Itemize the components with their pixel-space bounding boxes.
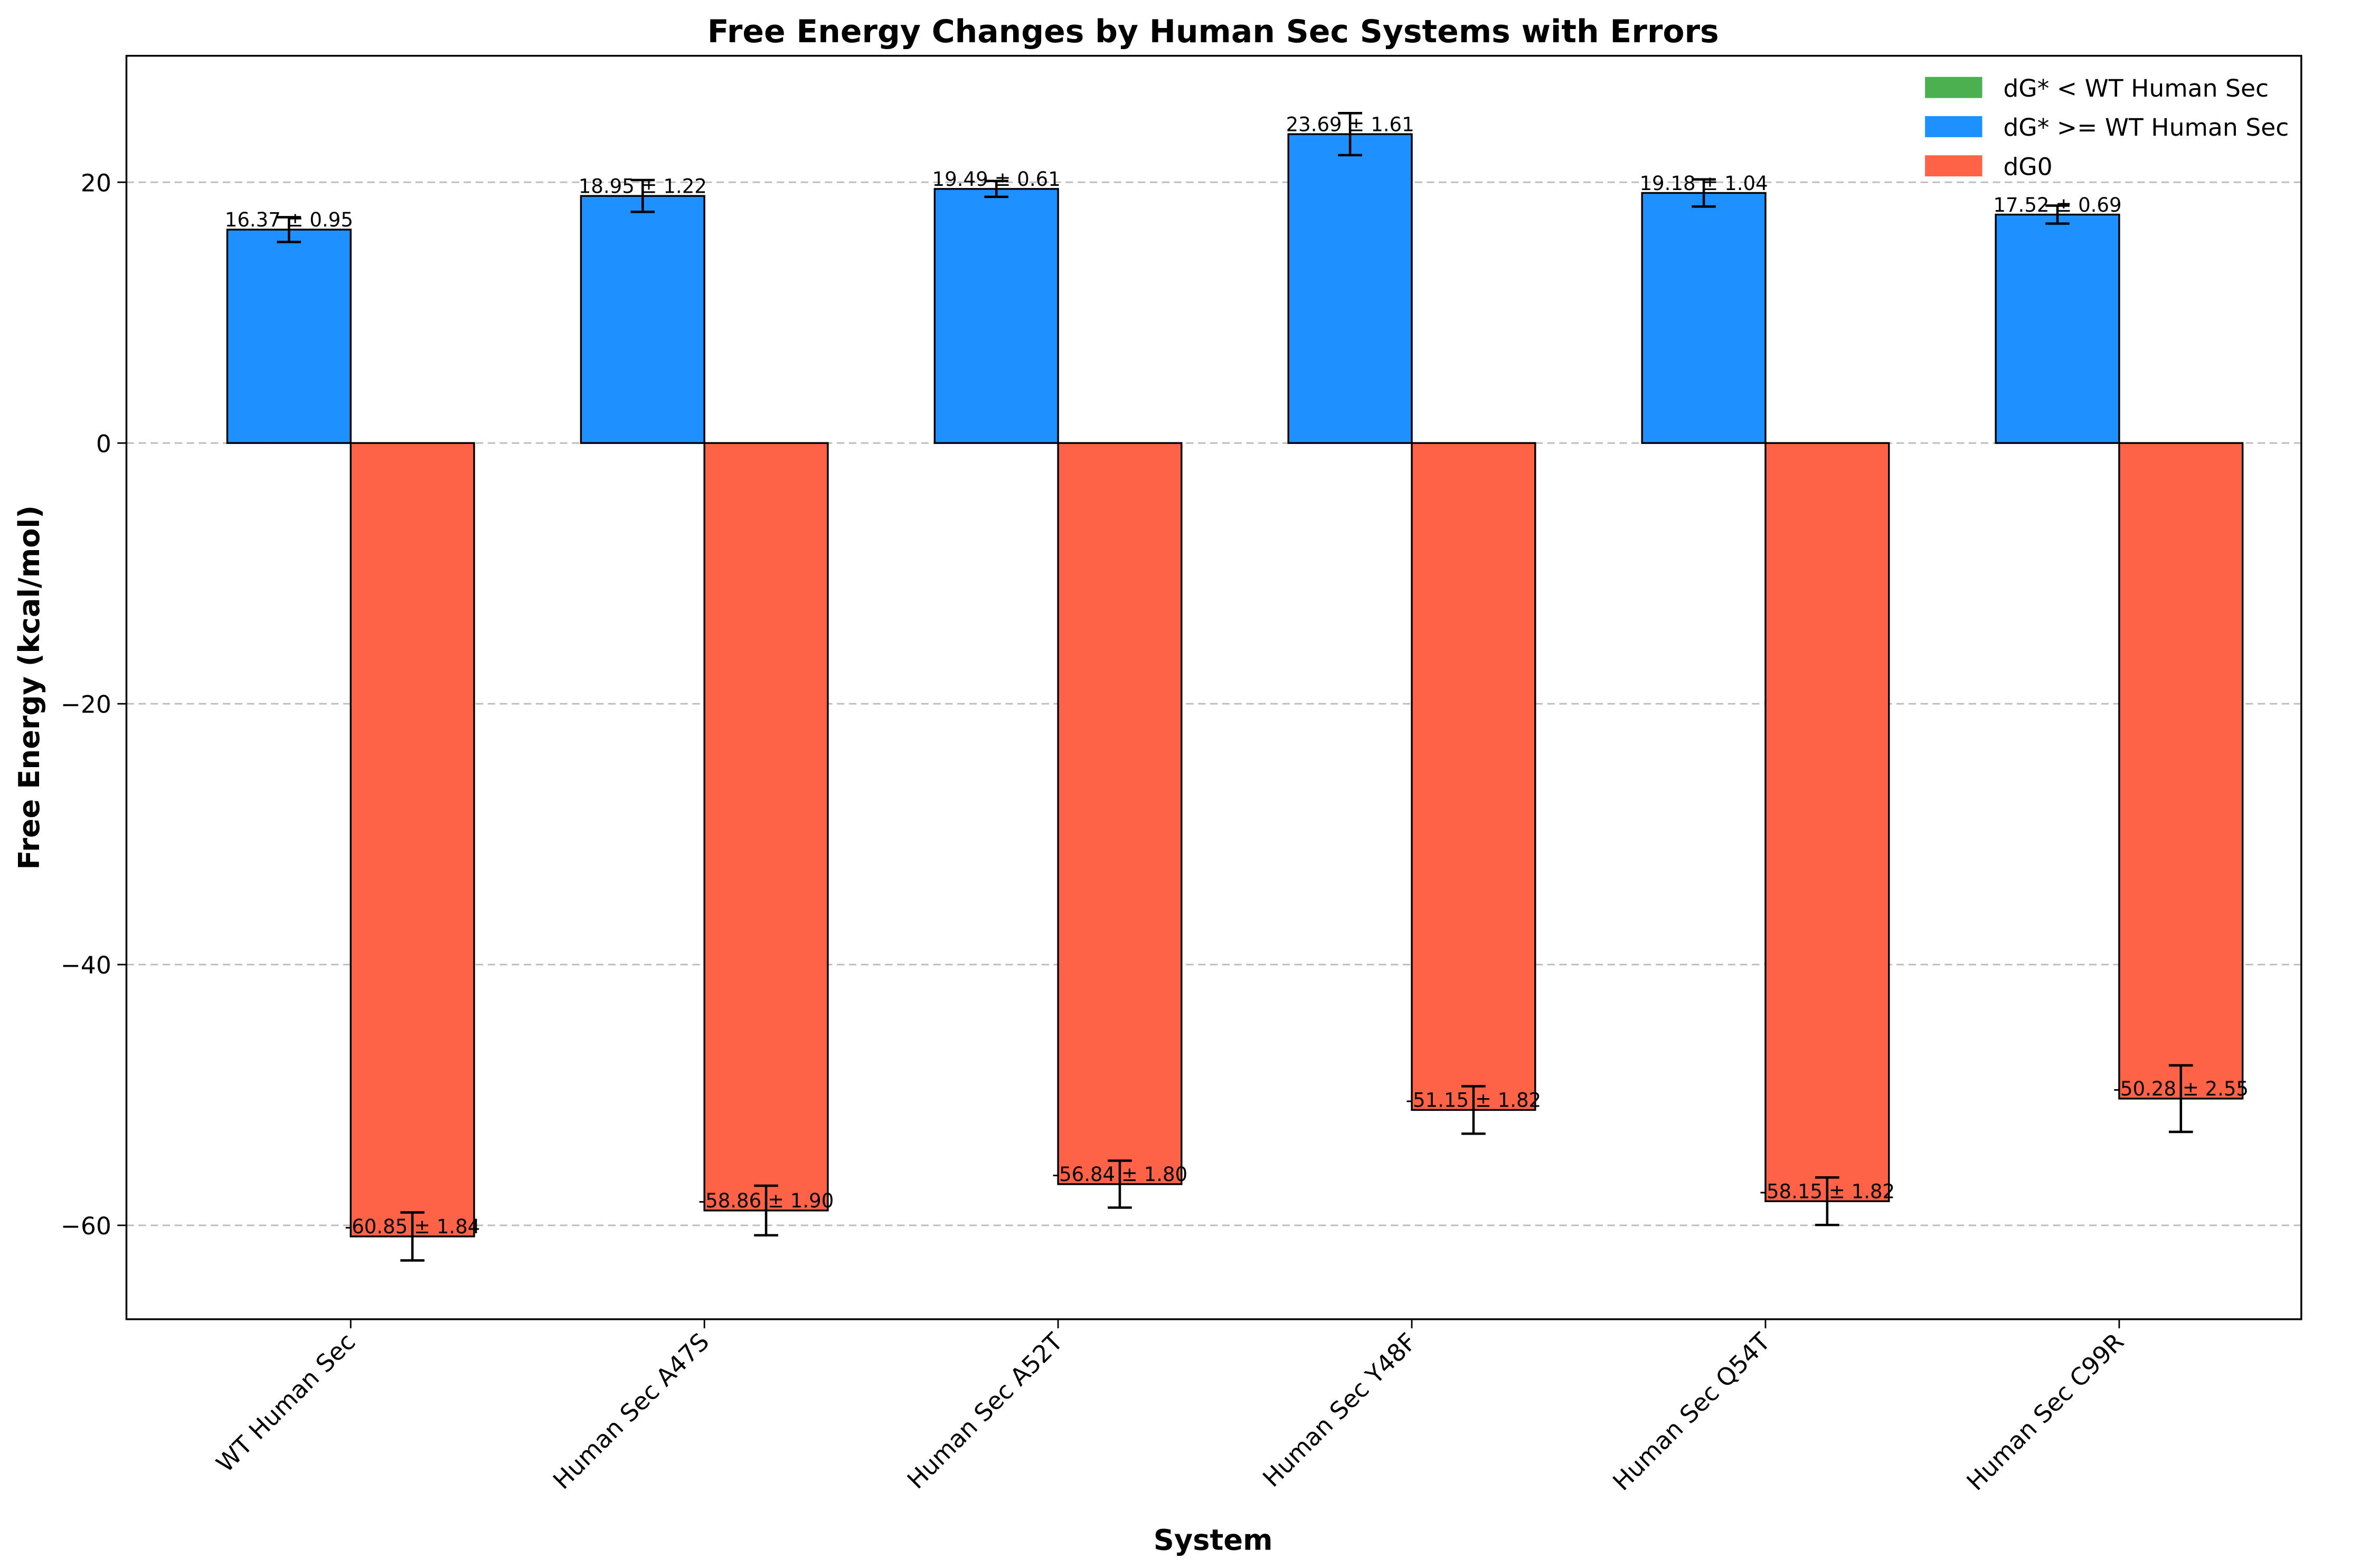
bar <box>2118 442 2244 1100</box>
bar <box>226 229 352 444</box>
data-label: -51.15 ± 1.82 <box>1406 1089 1542 1112</box>
legend-swatch <box>1925 77 1983 98</box>
y-tick-label: −40 <box>61 951 111 979</box>
data-label: 16.37 ± 0.95 <box>225 209 353 231</box>
data-label: 19.18 ± 1.04 <box>1640 172 1768 195</box>
legend-label: dG* >= WT Human Sec <box>2003 114 2289 141</box>
bar <box>350 442 475 1238</box>
bar <box>1641 192 1767 444</box>
y-tick-label: 20 <box>81 169 111 197</box>
legend-swatch <box>1925 116 1983 137</box>
legend-swatch <box>1925 155 1983 177</box>
bar <box>1764 442 1890 1203</box>
data-label: -50.28 ± 2.55 <box>2113 1078 2249 1100</box>
data-label: 18.95 ± 1.22 <box>579 175 707 197</box>
bar <box>1287 133 1413 444</box>
bar <box>933 188 1059 444</box>
x-axis-label: System <box>1154 1524 1273 1557</box>
data-label: 19.49 ± 0.61 <box>932 168 1061 191</box>
data-label: -60.85 ± 1.84 <box>345 1215 480 1238</box>
bar <box>580 195 705 444</box>
data-label: 17.52 ± 0.69 <box>1993 194 2121 216</box>
legend-label: dG* < WT Human Sec <box>2003 74 2269 102</box>
plot-frame <box>125 54 2302 1320</box>
y-axis-label: Free Energy (kcal/mol) <box>13 505 46 870</box>
chart-title: Free Energy Changes by Human Sec Systems… <box>707 13 1719 50</box>
y-tick-label: 0 <box>96 430 111 458</box>
legend-label: dG0 <box>2003 153 2052 181</box>
bar <box>1411 442 1536 1111</box>
bar <box>703 442 829 1212</box>
y-tick-label: −60 <box>61 1212 111 1240</box>
data-label: -58.86 ± 1.90 <box>698 1189 834 1212</box>
data-label: -56.84 ± 1.80 <box>1052 1163 1188 1186</box>
y-tick-label: −20 <box>61 691 111 719</box>
data-label: 23.69 ± 1.61 <box>1286 113 1414 136</box>
data-label: -58.15 ± 1.82 <box>1760 1180 1895 1203</box>
bar <box>1057 442 1183 1185</box>
bar <box>1995 213 2120 444</box>
